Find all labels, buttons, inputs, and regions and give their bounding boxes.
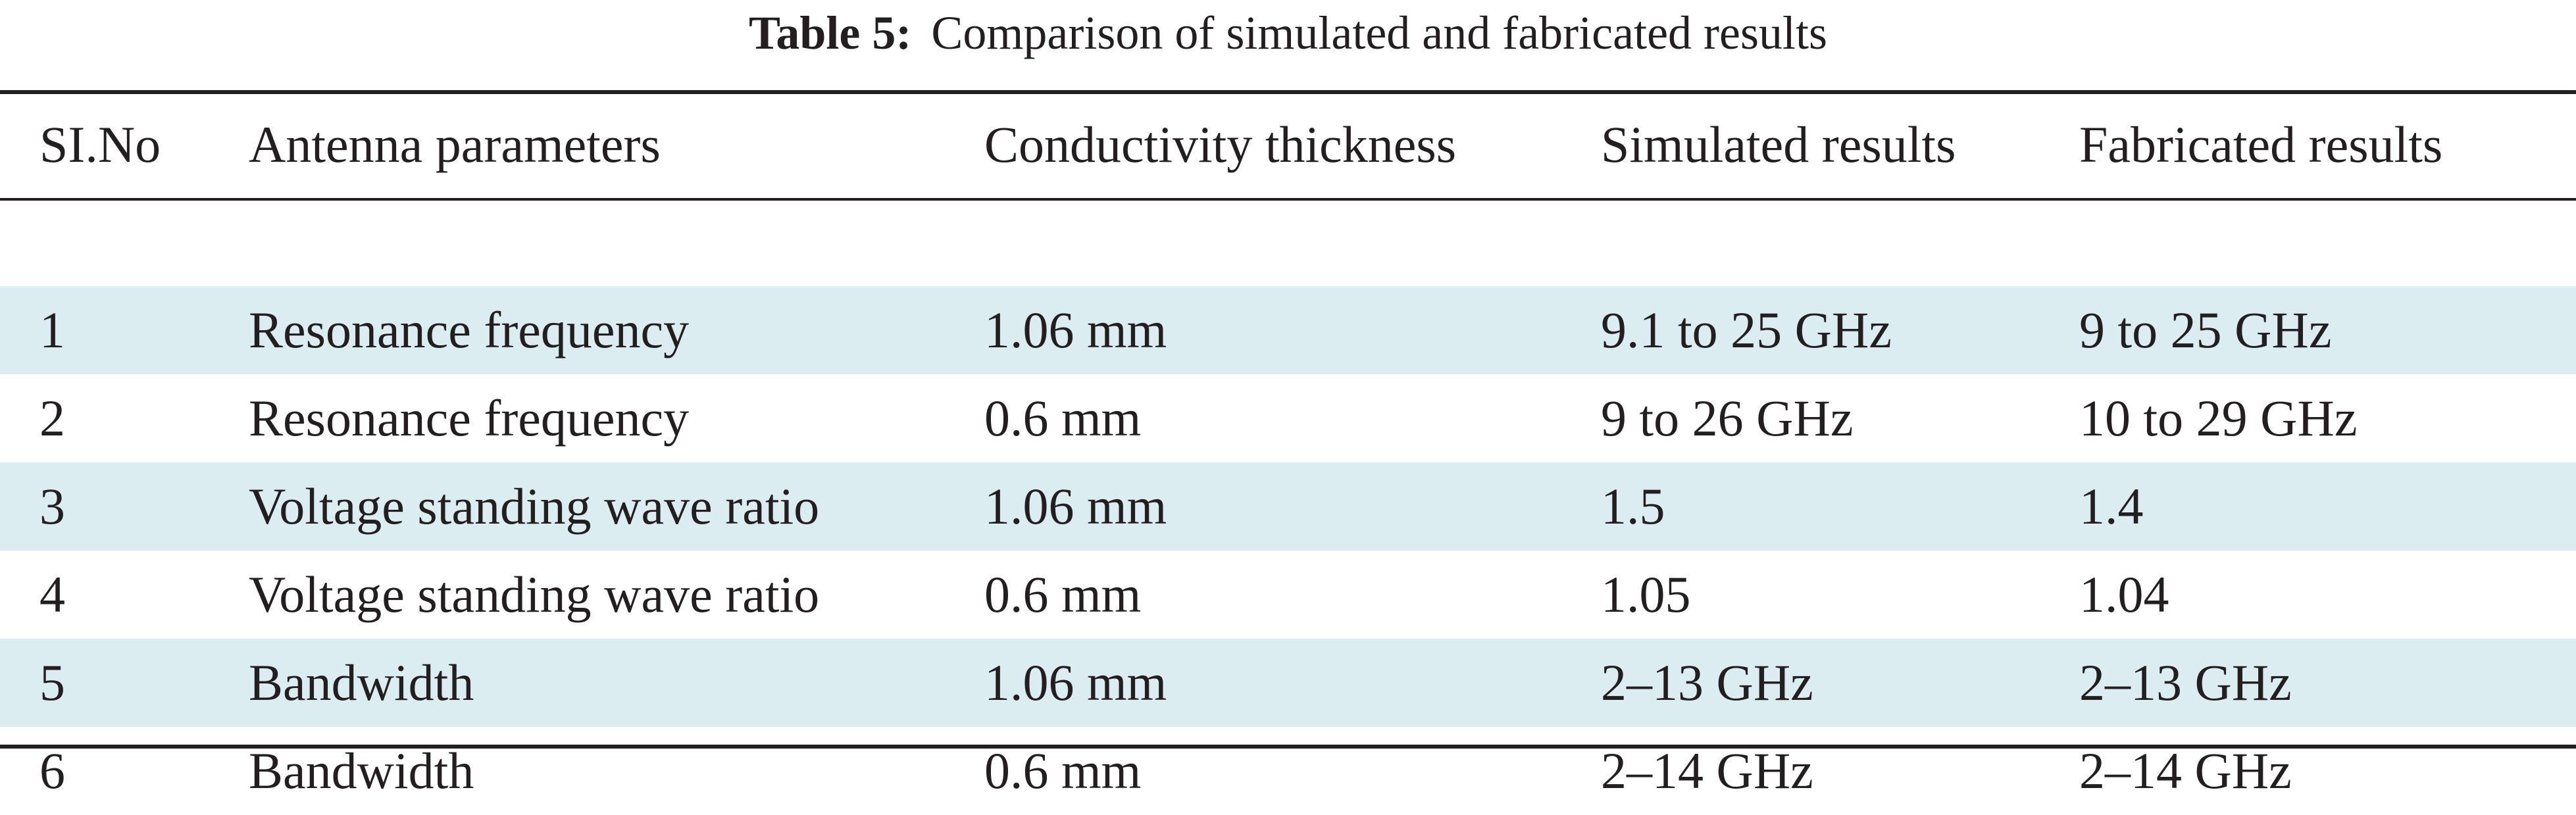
results-table: SI.No Antenna parameters Conductivity th… xyxy=(0,94,2576,815)
table-cell: 3 xyxy=(39,478,65,535)
table-cell: Bandwidth xyxy=(249,654,474,711)
table-cell: 9.1 to 25 GHz xyxy=(1601,301,1892,358)
table-cell: 2–13 GHz xyxy=(2079,654,2292,711)
column-header: SI.No xyxy=(39,116,161,173)
table-bottom-rule xyxy=(0,745,2576,749)
table-row: 6 Bandwidth 0.6 mm 2–14 GHz 2–14 GHz xyxy=(0,727,2576,815)
header-rule-spacer xyxy=(0,198,2576,286)
column-header: Conductivity thickness xyxy=(984,116,1457,173)
table-cell: 2–14 GHz xyxy=(2079,742,2292,799)
table-top-rule xyxy=(0,90,2576,94)
table-caption: Table 5: Comparison of simulated and fabr… xyxy=(0,0,2576,66)
table-cell: 1.06 mm xyxy=(984,478,1167,535)
table-cell: Bandwidth xyxy=(249,742,474,799)
table-cell: 4 xyxy=(39,566,65,623)
table-cell: 1 xyxy=(39,301,65,358)
table-row: 4 Voltage standing wave ratio 0.6 mm 1.0… xyxy=(0,551,2576,639)
table-row: 3 Voltage standing wave ratio 1.06 mm 1.… xyxy=(0,462,2576,551)
table-cell: 1.5 xyxy=(1601,478,1665,535)
table-cell: 2 xyxy=(39,389,65,447)
table-header-rule xyxy=(0,198,2576,201)
table-cell: 1.06 mm xyxy=(984,301,1167,358)
table-row: 1 Resonance frequency 1.06 mm 9.1 to 25 … xyxy=(0,286,2576,374)
table-cell: Resonance frequency xyxy=(249,301,690,358)
table-cell: Voltage standing wave ratio xyxy=(249,478,820,535)
table-row: 2 Resonance frequency 0.6 mm 9 to 26 GHz… xyxy=(0,374,2576,462)
table-cell: 9 to 26 GHz xyxy=(1601,389,1854,447)
table-cell: 1.4 xyxy=(2079,478,2144,535)
table-cell: Resonance frequency xyxy=(249,389,690,447)
table-cell: 9 to 25 GHz xyxy=(2079,301,2332,358)
column-header: Antenna parameters xyxy=(249,116,661,173)
table-cell: 1.04 xyxy=(2079,566,2169,623)
table-row: 5 Bandwidth 1.06 mm 2–13 GHz 2–13 GHz xyxy=(0,639,2576,727)
table-caption-text: Comparison of simulated and fabricated r… xyxy=(931,7,1828,59)
table-cell: 0.6 mm xyxy=(984,389,1142,447)
table-cell: Voltage standing wave ratio xyxy=(249,566,820,623)
table-cell: 1.05 xyxy=(1601,566,1691,623)
column-header: Fabricated results xyxy=(2079,116,2443,173)
table-cell: 0.6 mm xyxy=(984,742,1142,799)
table-cell: 10 to 29 GHz xyxy=(2079,389,2358,447)
table-cell: 0.6 mm xyxy=(984,566,1142,623)
table-header-row: SI.No Antenna parameters Conductivity th… xyxy=(0,94,2576,198)
table-cell: 1.06 mm xyxy=(984,654,1167,711)
table-cell: 6 xyxy=(39,742,65,799)
table-cell: 5 xyxy=(39,654,65,711)
table-cell: 2–13 GHz xyxy=(1601,654,1813,711)
table-cell: 2–14 GHz xyxy=(1601,742,1813,799)
column-header: Simulated results xyxy=(1601,116,1956,173)
table-caption-label: Table 5: xyxy=(748,7,912,59)
